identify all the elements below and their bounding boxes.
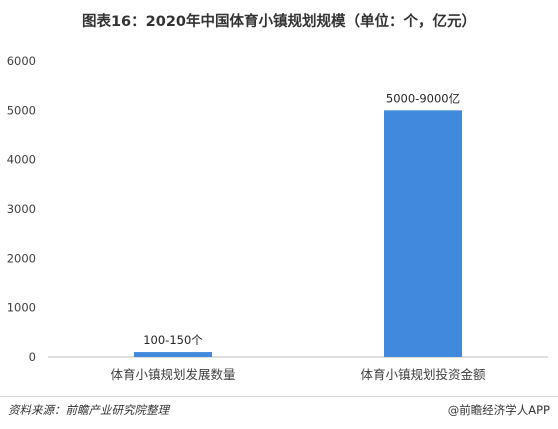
y-tick-label: 1000	[7, 301, 36, 315]
x-axis-labels: 体育小镇规划发展数量 体育小镇规划投资金额	[110, 367, 486, 382]
footer-divider	[0, 396, 558, 397]
x-tick-label: 体育小镇规划投资金额	[360, 367, 486, 382]
brand-credit: @前瞻经济学人APP	[447, 403, 550, 417]
source-note: 资料来源：前瞻产业研究院整理	[8, 403, 169, 417]
x-tick-label: 体育小镇规划发展数量	[110, 367, 235, 382]
y-tick-label: 6000	[7, 54, 36, 68]
bar-1	[134, 352, 212, 357]
y-tick-label: 0	[29, 350, 36, 364]
y-axis: 0 1000 2000 3000 4000 5000 6000	[7, 54, 36, 364]
y-tick-label: 3000	[7, 202, 36, 216]
y-tick-label: 5000	[7, 103, 36, 117]
chart-title: 图表16：2020年中国体育小镇规划规模（单位：个，亿元）	[81, 14, 477, 30]
y-tick-label: 4000	[7, 153, 36, 167]
bars: 100-150个 5000-9000亿	[134, 91, 462, 357]
data-label: 5000-9000亿	[386, 91, 460, 105]
bar-2	[384, 110, 462, 357]
y-tick-label: 2000	[7, 251, 36, 265]
data-label: 100-150个	[143, 333, 203, 347]
